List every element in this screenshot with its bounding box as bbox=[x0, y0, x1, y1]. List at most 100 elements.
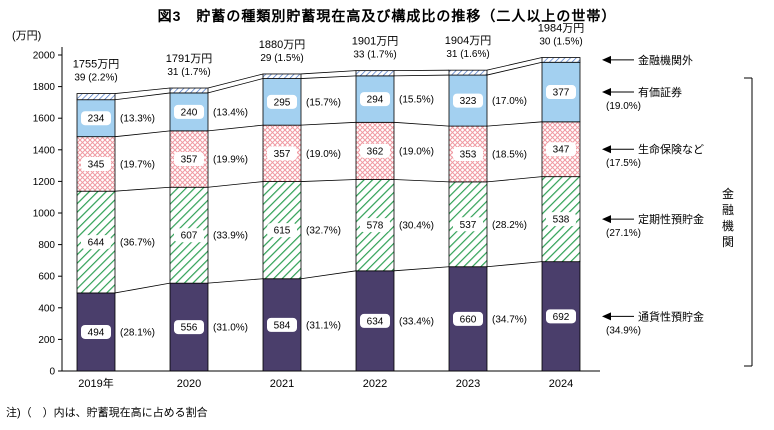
segment-value: 345 bbox=[88, 159, 105, 170]
segment-value: 377 bbox=[553, 88, 570, 99]
segment-connector-line bbox=[207, 278, 264, 284]
value-pill bbox=[174, 320, 204, 335]
value-pill bbox=[360, 313, 390, 328]
x-category-label: 2021 bbox=[270, 378, 294, 390]
value-pill bbox=[267, 146, 297, 161]
x-category-label: 2019年 bbox=[78, 376, 113, 390]
segment-connector-line bbox=[486, 121, 543, 127]
segment-percent: (19.0%) bbox=[306, 149, 341, 160]
bar-total-label: 1904万円 bbox=[445, 35, 491, 47]
value-pill bbox=[267, 223, 297, 238]
segment-connector-line bbox=[114, 130, 171, 138]
segment-percent: (31.1%) bbox=[306, 320, 341, 331]
segment-connector-line bbox=[114, 186, 171, 192]
footnote: 注)（ ）内は、貯蓄現在高に占める割合 bbox=[6, 407, 208, 419]
segment-connector-line bbox=[486, 57, 543, 71]
segment-value: 347 bbox=[553, 145, 570, 156]
segment-percent: (34.9%) bbox=[606, 325, 641, 336]
bar-segment-blue-hatch bbox=[541, 57, 581, 63]
segment-value: 537 bbox=[460, 220, 477, 231]
segment-value: 323 bbox=[460, 96, 477, 107]
segment-value: 584 bbox=[274, 320, 291, 331]
bar-total-label: 1880万円 bbox=[259, 39, 305, 51]
segment-percent: (17.0%) bbox=[492, 96, 527, 107]
value-pill bbox=[453, 93, 483, 108]
segment-connector-line bbox=[300, 270, 357, 280]
segment-value: 357 bbox=[274, 149, 291, 160]
bracket-label-char: 融 bbox=[722, 203, 734, 217]
segment-connector-line bbox=[207, 124, 264, 132]
y-axis-unit-label: (万円) bbox=[12, 30, 42, 42]
segment-connector-line bbox=[114, 87, 171, 94]
bracket-label-char: 金 bbox=[722, 186, 734, 201]
value-pill bbox=[546, 142, 576, 157]
bracket-label-char: 機 bbox=[722, 218, 734, 233]
segment-percent: (19.0%) bbox=[606, 101, 641, 112]
segment-percent: (19.7%) bbox=[120, 159, 155, 170]
value-pill bbox=[360, 218, 390, 233]
segment-value: 234 bbox=[88, 114, 105, 125]
y-tick-label: 2000 bbox=[33, 51, 56, 62]
bar-segment-blue-hatch bbox=[355, 70, 395, 77]
bar-total-label: 1791万円 bbox=[166, 53, 212, 65]
bar-total-label: 1755万円 bbox=[73, 59, 119, 71]
segment-percent: (36.7%) bbox=[120, 238, 155, 249]
legend-label: 金融機関外 bbox=[638, 53, 693, 67]
legend-label: 定期性預貯金 bbox=[638, 212, 704, 226]
bracket-label-char: 関 bbox=[722, 235, 734, 249]
outside-financial-label: 39 (2.2%) bbox=[74, 73, 117, 84]
chart-title: 図3 貯蓄の種類別貯蓄現在高及び構成比の推移（二人以上の世帯） bbox=[157, 8, 617, 24]
value-pill bbox=[546, 309, 576, 324]
value-pill bbox=[267, 94, 297, 109]
segment-value: 362 bbox=[367, 146, 384, 157]
legend-arrow-head bbox=[602, 145, 611, 154]
segment-percent: (28.1%) bbox=[120, 327, 155, 338]
segment-value: 294 bbox=[367, 95, 384, 106]
value-pill bbox=[453, 311, 483, 326]
segment-value: 660 bbox=[460, 314, 477, 325]
legend-label: 有価証券 bbox=[638, 85, 682, 99]
segment-connector-line bbox=[486, 61, 543, 76]
segment-connector-line bbox=[300, 121, 357, 126]
legend-arrow-head bbox=[602, 312, 611, 321]
segment-percent: (30.4%) bbox=[399, 221, 434, 232]
segment-connector-line bbox=[486, 176, 543, 183]
segment-value: 357 bbox=[181, 155, 198, 166]
bar-segment-blue-hatch bbox=[76, 93, 116, 101]
segment-connector-line bbox=[207, 78, 264, 94]
segment-value: 494 bbox=[88, 327, 105, 338]
y-tick-label: 1000 bbox=[33, 209, 56, 220]
segment-connector-line bbox=[300, 179, 357, 182]
legend-arrow-head bbox=[602, 215, 611, 224]
x-category-label: 2022 bbox=[363, 378, 387, 390]
y-tick-label: 1400 bbox=[33, 145, 56, 156]
y-tick-label: 0 bbox=[49, 367, 55, 378]
segment-connector-line bbox=[300, 70, 357, 75]
legend-label: 通貨性預貯金 bbox=[638, 309, 704, 323]
segment-connector-line bbox=[393, 179, 450, 183]
value-pill bbox=[174, 228, 204, 243]
segment-connector-line bbox=[393, 121, 450, 127]
value-pill bbox=[81, 324, 111, 339]
outside-financial-label: 31 (1.6%) bbox=[446, 49, 489, 60]
value-pill bbox=[81, 156, 111, 171]
y-tick-label: 1600 bbox=[33, 114, 56, 125]
y-tick-label: 800 bbox=[38, 240, 55, 251]
segment-value: 644 bbox=[88, 238, 105, 249]
segment-percent: (15.5%) bbox=[399, 95, 434, 106]
segment-value: 578 bbox=[367, 221, 384, 232]
segment-connector-line bbox=[486, 261, 543, 268]
outside-financial-label: 30 (1.5%) bbox=[539, 37, 582, 48]
x-category-label: 2023 bbox=[456, 378, 480, 390]
segment-percent: (28.2%) bbox=[492, 220, 527, 231]
legend-label: 生命保険など bbox=[638, 142, 704, 156]
y-tick-label: 400 bbox=[38, 303, 55, 314]
y-tick-label: 200 bbox=[38, 335, 55, 346]
segment-percent: (34.7%) bbox=[492, 314, 527, 325]
value-pill bbox=[81, 235, 111, 250]
segment-percent: (17.5%) bbox=[606, 158, 641, 169]
segment-connector-line bbox=[300, 75, 357, 79]
segment-connector-line bbox=[114, 282, 171, 294]
